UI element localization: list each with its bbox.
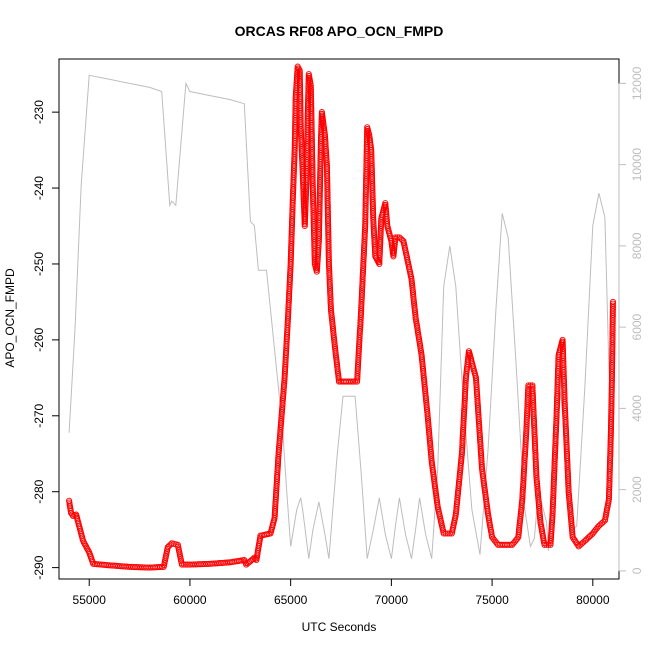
red-series-point [514,535,521,542]
y2-tick-label: 8000 [630,232,644,259]
x-tick-label: 80000 [576,593,610,607]
red-series-point [394,234,401,241]
red-series-point [600,518,607,525]
red-series-point [572,538,579,545]
x-tick-label: 55000 [73,593,107,607]
red-series-point [180,561,187,568]
red-series-point [442,530,449,537]
red-series-point [609,300,616,307]
red-series-layer [66,63,617,571]
gray-series-line [68,74,614,559]
chart-title: ORCAS RF08 APO_OCN_FMPD [235,23,444,39]
y-tick-label: -290 [32,555,46,579]
red-series-point [346,378,353,385]
x-axis: 55000 60000 65000 70000 75000 80000 [73,578,610,607]
red-series-point [184,561,191,568]
x-tick-label: 65000 [274,593,308,607]
red-series-point [348,378,355,385]
x-axis-label: UTC Seconds [302,620,377,634]
red-series-point [571,537,578,544]
y-tick-label: -260 [32,328,46,352]
red-series-point [569,534,576,541]
y2-tick-label: 2000 [630,476,644,503]
y-tick-label: -250 [32,252,46,276]
y-axis-left: -290 -280 -270 -260 -250 -240 -230 [32,100,60,580]
x-tick-label: 70000 [375,593,409,607]
red-series-point [178,561,185,568]
red-series-point [182,561,189,568]
red-series-point [507,541,514,548]
y-tick-label: -230 [32,100,46,124]
red-series-point [543,541,550,548]
x-tick-label: 75000 [475,593,509,607]
y-tick-label: -240 [32,176,46,200]
y-axis-label: APO_OCN_FMPD [3,268,17,368]
plot-area-border [58,58,620,580]
y-axis-right: 0 2000 4000 6000 8000 10000 12000 [618,66,644,574]
y2-tick-label: 10000 [630,148,644,182]
red-series-point [609,298,617,305]
red-series-point [609,302,616,309]
y2-tick-label: 4000 [630,395,644,422]
red-series-point [574,541,581,548]
red-series-point [440,530,447,537]
x-tick-label: 60000 [173,593,207,607]
y2-tick-label: 12000 [630,66,644,100]
y-tick-label: -270 [32,403,46,427]
red-series-point [541,541,548,548]
y-tick-label: -280 [32,479,46,503]
y2-tick-label: 6000 [630,313,644,340]
y2-tick-label: 0 [630,567,644,574]
red-series-point [570,535,577,542]
gray-series-layer [68,74,614,559]
red-series-point [392,234,399,241]
